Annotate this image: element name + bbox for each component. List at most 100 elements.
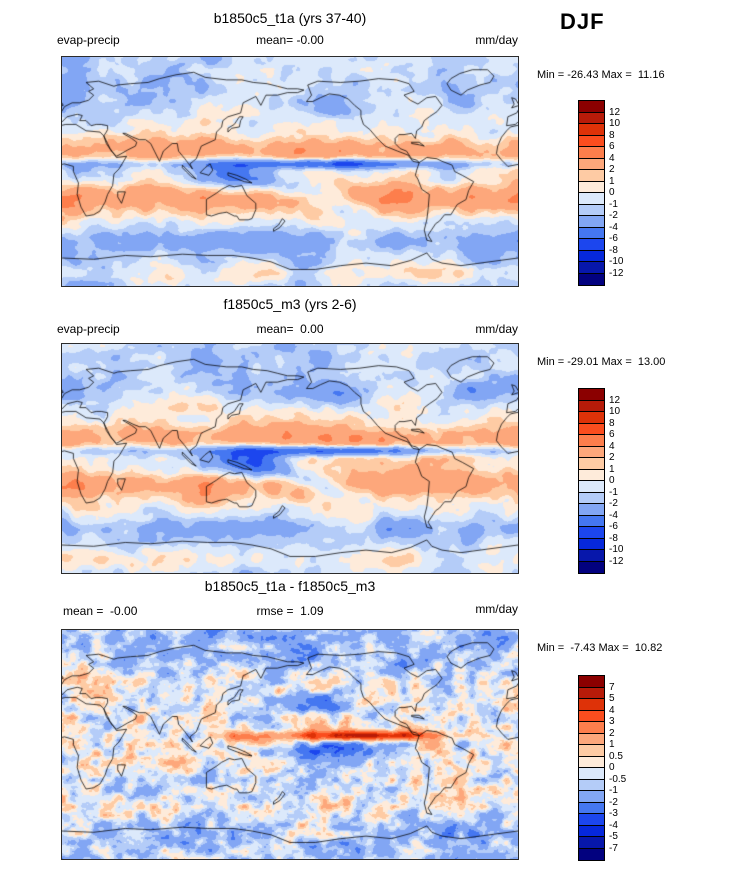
- colorbar-segment: [579, 181, 604, 193]
- colorbar-tick-label: 4: [609, 440, 615, 452]
- colorbar-segment: [579, 791, 604, 803]
- colorbar-tick-label: -10: [609, 256, 624, 267]
- colorbar-tick-label: 2: [609, 164, 615, 175]
- colorbar-tick-label: 6: [609, 141, 615, 152]
- panel3-mean-stat: mean = -0.00: [63, 604, 138, 618]
- panel1-variable-label: evap-precip: [57, 33, 120, 47]
- colorbar-segment: [579, 389, 604, 401]
- colorbar-tick-label: 0: [609, 762, 615, 773]
- colorbar-segment: [579, 492, 604, 504]
- colorbar-segment: [579, 170, 604, 182]
- panel2-minmax-label: Min = -29.01 Max = 13.00: [537, 356, 666, 368]
- colorbar-tick-label: -1: [609, 785, 618, 796]
- colorbar-tick-label: -2: [609, 210, 618, 221]
- colorbar-segment: [579, 504, 604, 516]
- colorbar-segment: [579, 687, 604, 699]
- colorbar-tick-label: -8: [609, 244, 618, 256]
- colorbar-segment: [579, 423, 604, 435]
- colorbar-tick-label: 1: [609, 739, 615, 750]
- panel3-map-canvas: [62, 630, 518, 859]
- colorbar-tick-label: 10: [609, 118, 621, 129]
- colorbar-tick-label: 6: [609, 429, 615, 440]
- colorbar-tick-label: -12: [609, 555, 624, 567]
- colorbar-tick-label: 1: [609, 175, 615, 187]
- panel1-minmax-label: Min = -26.43 Max = 11.16: [537, 69, 665, 81]
- panel2-colorbar: 12 10 8 6 4 2 1 0 -1 -2 -4 -6 -8 -10 -12: [578, 388, 642, 576]
- colorbar-segment: [579, 239, 604, 251]
- colorbar-segment: [579, 699, 604, 711]
- colorbar-segment: [579, 458, 604, 470]
- panel2-map-canvas: [62, 344, 518, 573]
- colorbar-segment: [579, 400, 604, 412]
- colorbar-segment: [579, 412, 604, 424]
- colorbar-tick-label: -0.5: [609, 773, 627, 785]
- panel1-mean-stat: mean= -0.00: [256, 33, 324, 47]
- colorbar-tick-label: 8: [609, 129, 615, 141]
- panel1-colorbar-bar: [578, 100, 605, 286]
- colorbar-segment: [579, 262, 604, 274]
- colorbar-segment: [579, 193, 604, 205]
- panel1-map-canvas: [62, 57, 518, 286]
- colorbar-segment: [579, 469, 604, 481]
- panel3-colorbar-bar: [578, 675, 605, 861]
- colorbar-segment: [579, 481, 604, 493]
- colorbar-tick-label: 10: [609, 406, 621, 417]
- colorbar-segment: [579, 158, 604, 170]
- colorbar-segment: [579, 515, 604, 527]
- colorbar-tick-label: -5: [609, 831, 618, 842]
- colorbar-segment: [579, 745, 604, 757]
- colorbar-segment: [579, 538, 604, 550]
- colorbar-segment: [579, 837, 604, 849]
- colorbar-segment: [579, 561, 604, 573]
- colorbar-tick-label: -6: [609, 233, 618, 244]
- colorbar-segment: [579, 814, 604, 826]
- colorbar-tick-label: -7: [609, 842, 618, 854]
- panel3-title: b1850c5_t1a - f1850c5_m3: [204, 578, 376, 594]
- colorbar-segment: [579, 135, 604, 147]
- panel3-units-label: mm/day: [475, 602, 518, 616]
- colorbar-segment: [579, 112, 604, 124]
- colorbar-segment: [579, 768, 604, 780]
- colorbar-segment: [579, 124, 604, 136]
- colorbar-segment: [579, 722, 604, 734]
- panel3-rmse-stat: rmse = 1.09: [256, 604, 324, 618]
- colorbar-tick-label: -1: [609, 486, 618, 498]
- colorbar-tick-label: 5: [609, 693, 615, 704]
- panel1-title: b1850c5_t1a (yrs 37-40): [213, 10, 367, 26]
- panel1-map: [61, 56, 519, 287]
- panel2-units-label: mm/day: [475, 322, 518, 336]
- colorbar-segment: [579, 273, 604, 285]
- colorbar-tick-label: 2: [609, 452, 615, 463]
- colorbar-segment: [579, 710, 604, 722]
- panel2-title: f1850c5_m3 (yrs 2-6): [223, 296, 357, 312]
- colorbar-segment: [579, 227, 604, 239]
- colorbar-tick-label: 0: [609, 475, 615, 486]
- colorbar-tick-label: 0.5: [609, 750, 623, 762]
- colorbar-tick-label: 3: [609, 716, 615, 727]
- colorbar-tick-label: -2: [609, 498, 618, 509]
- panel3-map: [61, 629, 519, 860]
- colorbar-segment: [579, 147, 604, 159]
- panel2-colorbar-bar: [578, 388, 605, 574]
- colorbar-tick-label: 12: [609, 394, 621, 406]
- panel3-minmax-label: Min = -7.43 Max = 10.82: [537, 642, 663, 654]
- panel1-colorbar: 12 10 8 6 4 2 1 0 -1 -2 -4 -6 -8 -10 -12: [578, 100, 642, 288]
- colorbar-segment: [579, 848, 604, 860]
- colorbar-segment: [579, 250, 604, 262]
- colorbar-segment: [579, 527, 604, 539]
- colorbar-tick-label: -4: [609, 509, 618, 521]
- colorbar-tick-label: 4: [609, 704, 615, 716]
- colorbar-tick-label: -3: [609, 808, 618, 819]
- colorbar-tick-label: 2: [609, 727, 615, 739]
- colorbar-tick-label: -2: [609, 796, 618, 808]
- colorbar-segment: [579, 756, 604, 768]
- colorbar-segment: [579, 733, 604, 745]
- season-label: DJF: [560, 9, 605, 34]
- colorbar-tick-label: -8: [609, 532, 618, 544]
- colorbar-segment: [579, 825, 604, 837]
- colorbar-tick-label: -10: [609, 544, 624, 555]
- colorbar-tick-label: 8: [609, 417, 615, 429]
- colorbar-tick-label: 7: [609, 681, 615, 693]
- panel3-colorbar: 7 5 4 3 2 1 0.5 0 -0.5 -1 -2 -3 -4 -5 -7: [578, 675, 642, 863]
